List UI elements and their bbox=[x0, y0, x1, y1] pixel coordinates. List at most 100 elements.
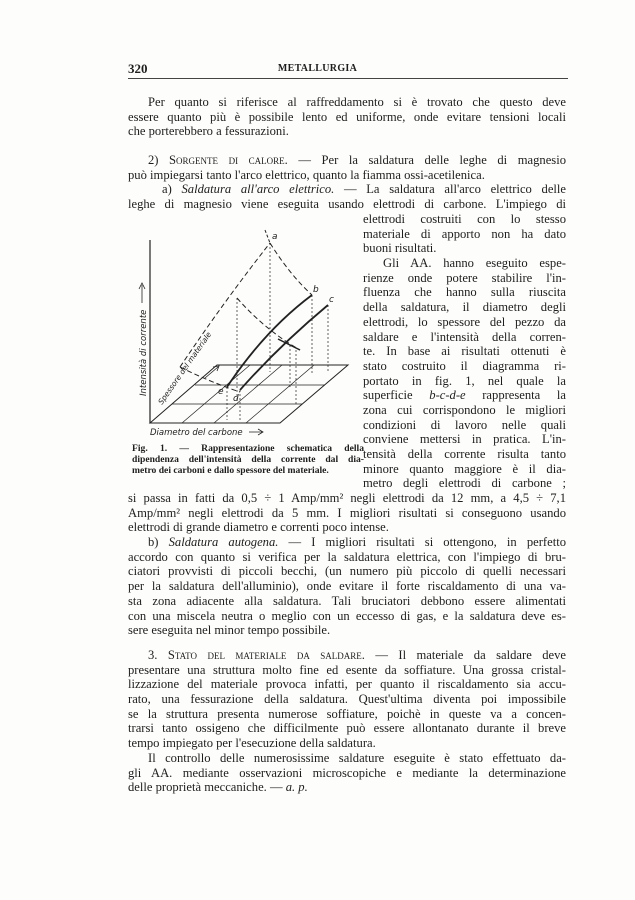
text-line: elettrodi di grande diametro e correnti … bbox=[128, 520, 566, 535]
grid-base bbox=[148, 364, 350, 424]
text-run: — La saldatura all'arco elettrico delle bbox=[334, 182, 566, 197]
text-run: Per quanto si riferisce al raffreddament… bbox=[148, 95, 566, 109]
text-run: condizioni di lavoro nelle quali bbox=[363, 417, 566, 432]
figure-caption: Fig. 1. — Rappresentazione schematica de… bbox=[132, 443, 364, 476]
label-b: b bbox=[313, 285, 319, 295]
text-line: portato in fig. 1, nel quale la bbox=[363, 374, 566, 389]
text-line: Per quanto si riferisce al raffreddament… bbox=[128, 95, 566, 110]
text-line: condizioni di lavoro nelle quali bbox=[363, 418, 566, 433]
text-line: ciatori provvisti di piccoli becchi, (un… bbox=[128, 564, 566, 579]
caption-line: metro dei carboni e dallo spessore del m… bbox=[132, 465, 329, 476]
text-line: saldare e l'intensità della corren- bbox=[363, 330, 566, 345]
text-run: te. In base ai risultati ottenuti è bbox=[363, 344, 566, 359]
italic-text: Saldatura autogena. bbox=[168, 535, 279, 550]
axis-label-vertical: Intensità di corrente bbox=[139, 310, 149, 396]
text-line: fluenza che hanno sulla riuscita bbox=[363, 285, 566, 300]
arrow-horizontal bbox=[249, 428, 264, 436]
label-c: c bbox=[329, 295, 334, 305]
text-line: accordo con quanto si verifica per la sa… bbox=[128, 550, 566, 565]
text-run: — Il materiale da saldare deve bbox=[364, 648, 566, 662]
paragraph-lower: si passa in fatti da 0,5 ÷ 1 Amp/mm² neg… bbox=[128, 491, 566, 638]
text-line: te. In base ai risultati ottenuti è bbox=[363, 344, 566, 359]
text-line: tempo impiegato per l'esecuzione della s… bbox=[128, 736, 566, 751]
text-line: stato costruito il diagramma ri- bbox=[363, 359, 566, 374]
text-run: se la struttura presenta numerose soffia… bbox=[128, 706, 566, 721]
text-run: rappresenta la bbox=[465, 388, 566, 403]
text-run: lizzazione del materiale provoca infatti… bbox=[128, 677, 566, 692]
text-run: stato costruito il diagramma ri- bbox=[363, 358, 566, 373]
arrow-depth bbox=[204, 365, 220, 379]
text-line: 3. Stato del materiale da saldare. — Il … bbox=[128, 648, 566, 663]
text-run: conviene mettersi in pratica. L'in- bbox=[363, 432, 566, 447]
text-run: rato, una fessurazione della saldatura. … bbox=[128, 692, 566, 707]
caption-line: dipendenza dell'intensità della corrente… bbox=[132, 454, 364, 465]
text-line: presentare una struttura molto fine ed e… bbox=[128, 663, 566, 678]
text-line: delle proprietà meccaniche. — a. p. bbox=[128, 780, 566, 795]
text-line: sere eseguita nel minor tempo possibile. bbox=[128, 623, 566, 638]
axis-label-depth: Spessore del materiale bbox=[156, 330, 213, 406]
right-column-text: elettrodi costruiti con lo stesso materia… bbox=[363, 212, 566, 491]
dashed-curve-low bbox=[179, 366, 241, 393]
text-line: metro degli elettrodi di carbone ; bbox=[363, 476, 566, 491]
italic-text: Saldatura all'arco elettrico. bbox=[181, 182, 335, 197]
text-line: rienze onde potere stabilire l'in- bbox=[363, 271, 566, 286]
text-run: — I migliori risultati si ottengono, in … bbox=[278, 535, 566, 550]
text-line: a) Saldatura all'arco elettrico. — La sa… bbox=[128, 182, 566, 197]
text-run: rienze onde potere stabilire l'in- bbox=[363, 270, 566, 285]
text-line: della saldatura, il diametro degli bbox=[363, 300, 566, 315]
text-line: leghe di magnesio viene eseguita usando … bbox=[128, 197, 566, 212]
text-line: 2) Sorgente di calore. — Per la saldatur… bbox=[128, 153, 566, 168]
text-line: elettrodi, lo spessore del pezzo da bbox=[363, 315, 566, 330]
text-run: elettrodi, lo spessore del pezzo da bbox=[363, 314, 566, 329]
text-line: con una miscela neutra o meglio con un e… bbox=[128, 609, 566, 624]
page-number: 320 bbox=[128, 61, 148, 76]
text-run: elettrodi di grande diametro e correnti … bbox=[128, 520, 389, 535]
italic-text: a. p. bbox=[285, 780, 308, 795]
text-run: fluenza che hanno sulla riuscita bbox=[363, 285, 566, 300]
text-line: minore quanto maggiore è il dia- bbox=[363, 462, 566, 477]
text-run: minore quanto maggiore è il dia- bbox=[363, 461, 566, 476]
text-line: rato, una fessurazione della saldatura. … bbox=[128, 692, 566, 707]
text-line: superficie b-c-d-e rappresenta la bbox=[363, 388, 566, 403]
text-line: essere quanto più è possibile lento ed u… bbox=[128, 110, 566, 125]
text-run: portato in fig. 1, nel quale la bbox=[363, 373, 566, 388]
header-rule bbox=[128, 78, 568, 79]
text-run: tempo impiegato per l'esecuzione della s… bbox=[128, 736, 376, 751]
label-a: a bbox=[272, 232, 278, 242]
text-run: tensità della corrente risulta tanto bbox=[363, 447, 566, 461]
text-line: può impiegarsi tanto l'arco elettrico, q… bbox=[128, 168, 566, 183]
paragraph-cooling: Per quanto si riferisce al raffreddament… bbox=[128, 95, 566, 139]
text-run: accordo con quanto si verifica per la sa… bbox=[128, 549, 566, 564]
text-line: b) Saldatura autogena. — I migliori risu… bbox=[128, 535, 566, 550]
text-run: a) bbox=[162, 182, 182, 197]
caption-line: Fig. 1. — Rappresentazione schematica de… bbox=[132, 443, 364, 454]
italic-text: b-c-d-e bbox=[429, 388, 466, 403]
text-line: per la saldatura dell'alluminio), onde e… bbox=[128, 579, 566, 594]
text-run: che porterebbero a fessurazioni. bbox=[128, 124, 289, 139]
text-run: della saldatura, il diametro degli bbox=[363, 300, 566, 315]
curve-b bbox=[226, 294, 313, 388]
text-run: con una miscela neutra o meglio con un e… bbox=[128, 608, 566, 623]
running-title: METALLURGIA bbox=[277, 63, 358, 74]
text-run: 2) bbox=[148, 153, 170, 167]
text-line: che porterebbero a fessurazioni. bbox=[128, 124, 566, 139]
text-run: b) bbox=[148, 535, 169, 550]
text-line: Il controllo delle numerosissime saldatu… bbox=[128, 751, 566, 766]
text-run: Il controllo delle numerosissime saldatu… bbox=[148, 750, 566, 765]
text-run: Gli AA. hanno eseguito espe- bbox=[383, 256, 566, 271]
text-line: zona cui corrispondono le migliori bbox=[363, 403, 566, 418]
text-run: delle proprietà meccaniche. — bbox=[128, 780, 286, 795]
text-run: sere eseguita nel minor tempo possibile. bbox=[128, 623, 331, 638]
text-line: sta zona adiacente alla saldatura. Tali … bbox=[128, 594, 566, 609]
text-line: buoni risultati. bbox=[363, 241, 566, 256]
text-line: si passa in fatti da 0,5 ÷ 1 Amp/mm² neg… bbox=[128, 491, 566, 506]
text-line: se la struttura presenta numerose soffia… bbox=[128, 707, 566, 722]
text-line: lizzazione del materiale provoca infatti… bbox=[128, 677, 566, 692]
text-run: essere quanto più è possibile lento ed u… bbox=[128, 109, 566, 124]
text-line: trarsi tanto ossigeno che difficilmente … bbox=[128, 721, 566, 736]
text-run: saldare e l'intensità della corren- bbox=[363, 329, 566, 344]
text-line: gli AA. mediante osservazioni microscopi… bbox=[128, 766, 566, 781]
axis-label-horizontal: Diametro del carbone bbox=[150, 428, 243, 438]
text-line: tensità della corrente risulta tanto bbox=[363, 447, 566, 462]
text-run: ciatori provvisti di piccoli becchi, (un… bbox=[128, 564, 566, 579]
